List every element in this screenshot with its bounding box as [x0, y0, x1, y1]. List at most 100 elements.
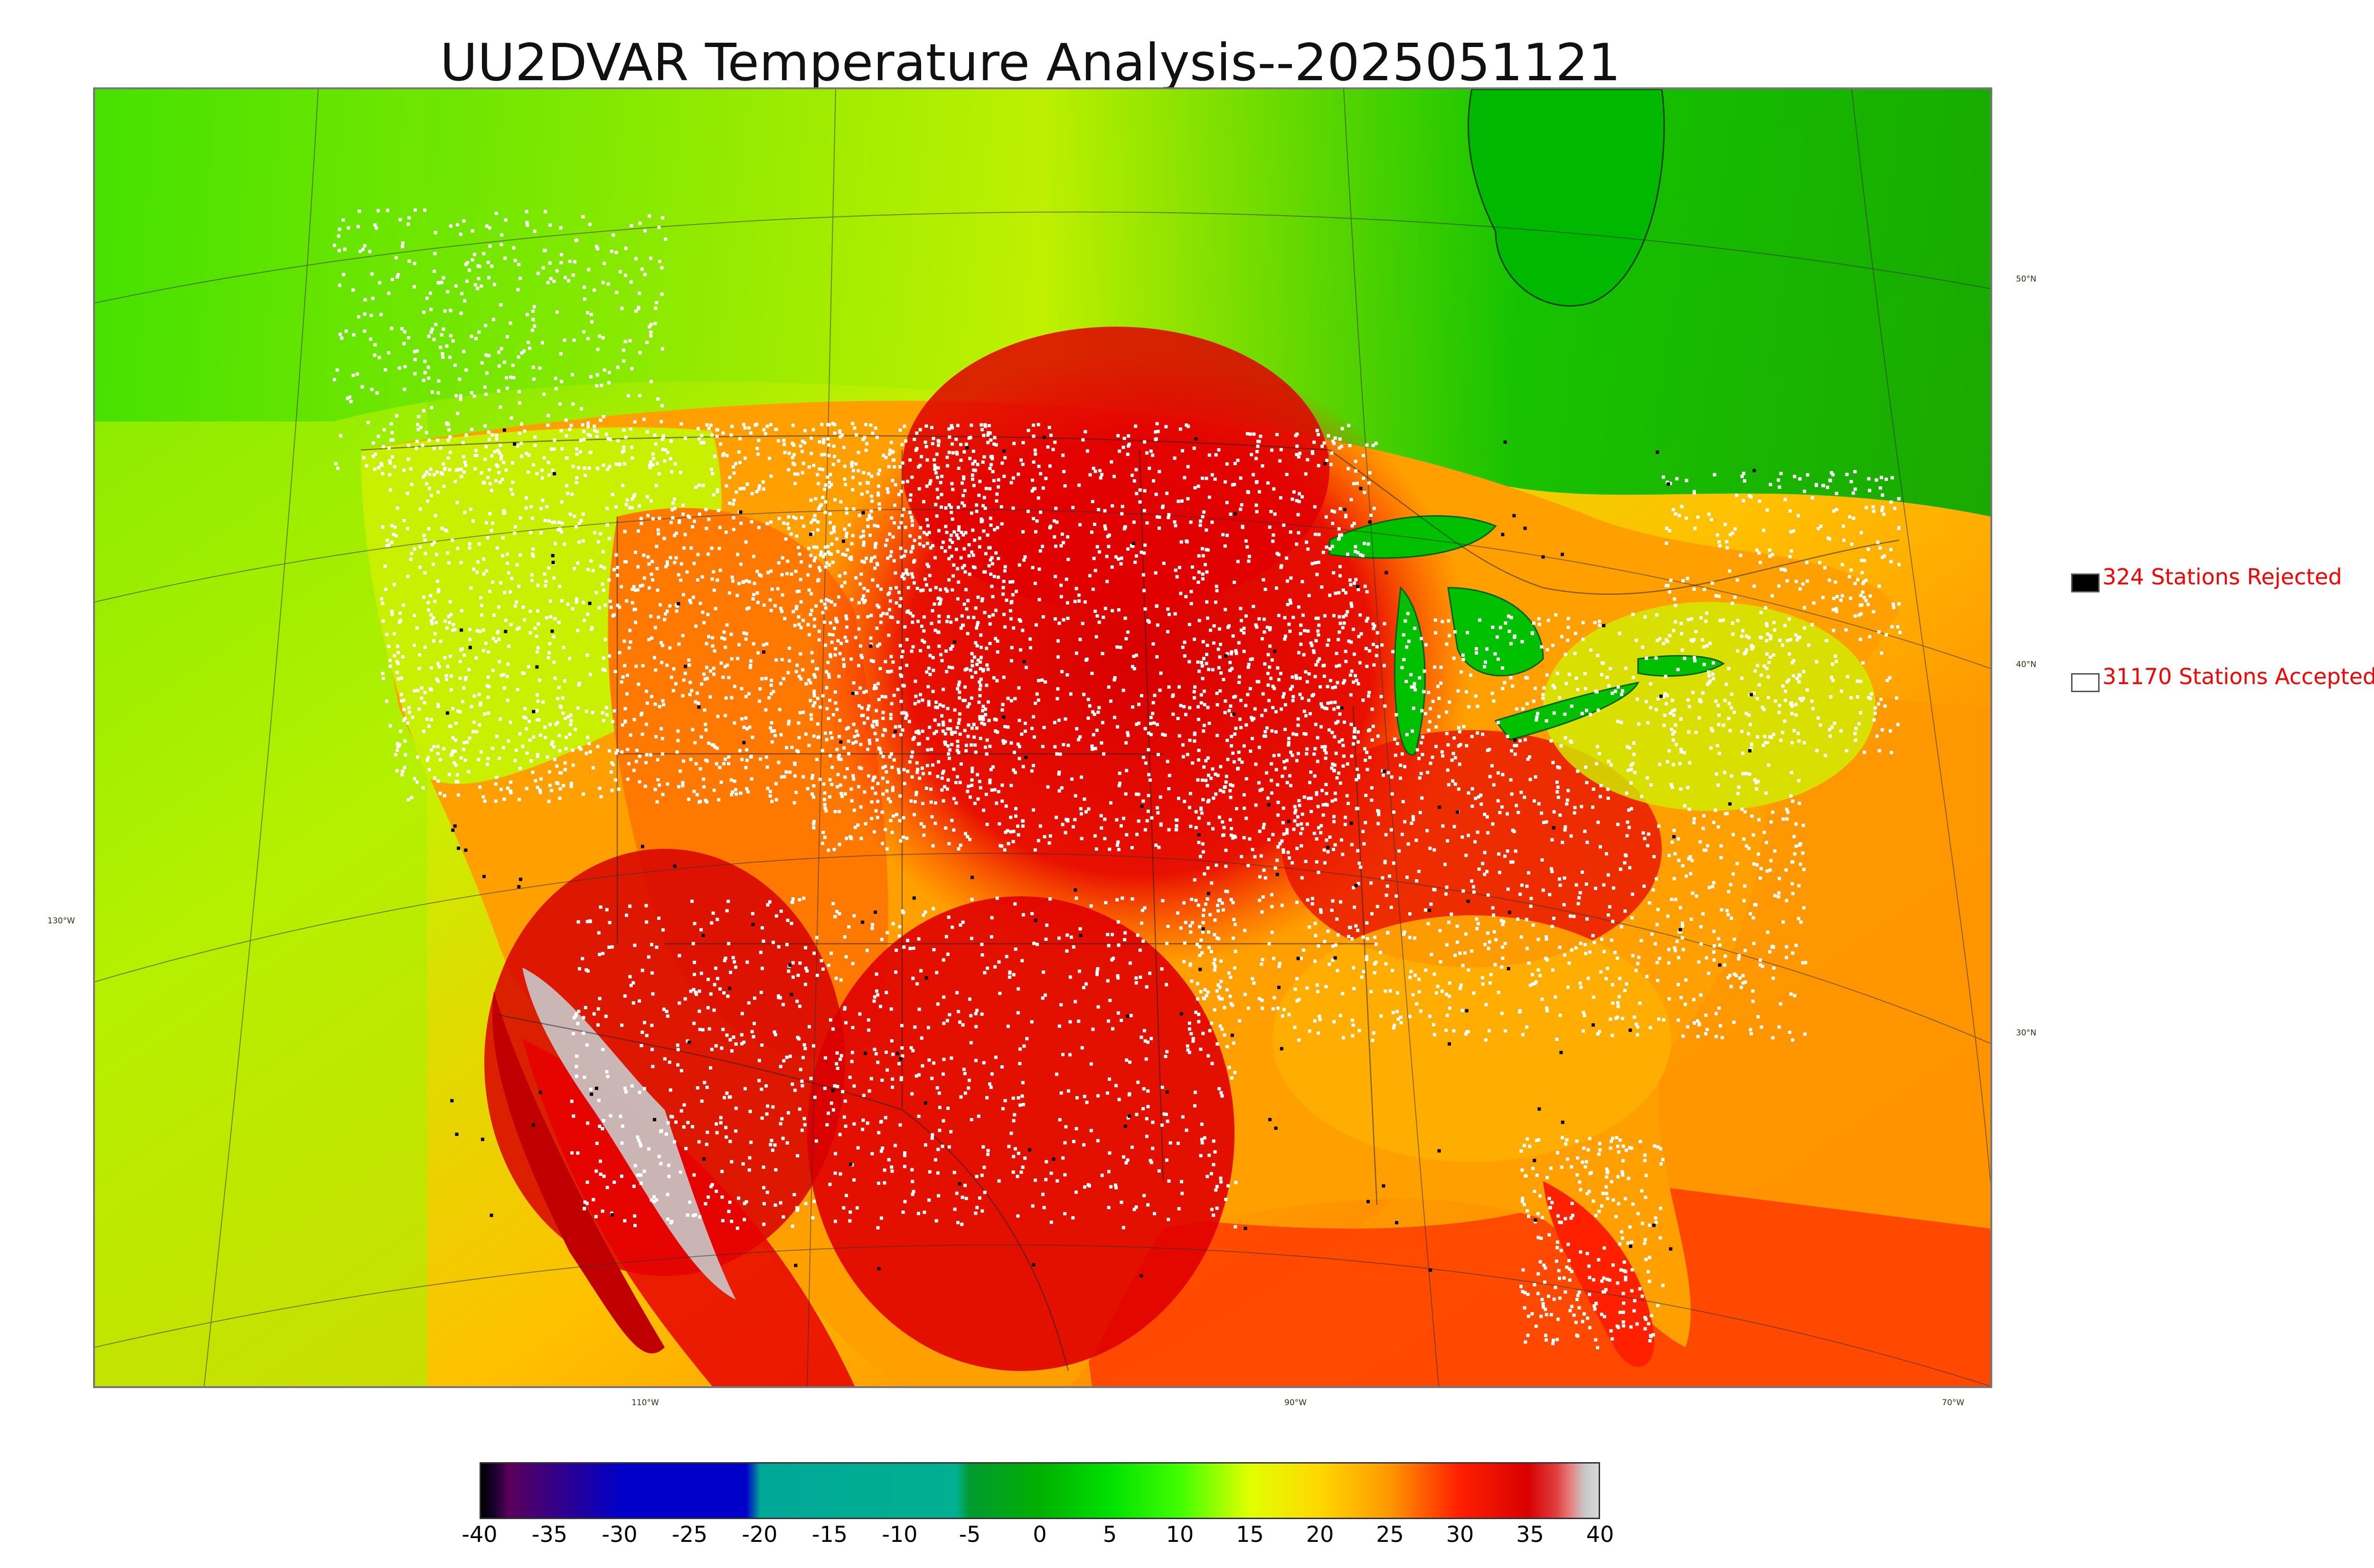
accepted-station [1567, 673, 1571, 676]
accepted-station [681, 694, 685, 698]
accepted-station [1191, 1037, 1195, 1041]
accepted-station [1331, 762, 1335, 766]
accepted-station [536, 646, 540, 649]
accepted-station [1600, 938, 1604, 941]
accepted-station [1061, 823, 1065, 826]
accepted-station [956, 597, 960, 601]
accepted-station [1239, 607, 1243, 610]
accepted-station [898, 465, 902, 469]
accepted-station [836, 550, 840, 554]
accepted-station [559, 771, 563, 775]
accepted-station [795, 605, 799, 609]
accepted-station [1085, 449, 1089, 453]
accepted-station [1001, 592, 1005, 596]
accepted-station [673, 561, 677, 564]
accepted-station [1499, 919, 1503, 922]
accepted-station [679, 422, 683, 426]
accepted-station [1244, 777, 1248, 780]
accepted-station [1771, 810, 1775, 814]
accepted-station [546, 423, 550, 427]
accepted-station [1307, 672, 1311, 676]
accepted-station [1127, 442, 1131, 446]
accepted-station [399, 619, 403, 622]
accepted-station [917, 732, 921, 735]
accepted-station [738, 437, 742, 441]
accepted-station [978, 779, 981, 783]
accepted-station [825, 1123, 829, 1127]
accepted-station [1400, 666, 1404, 669]
accepted-station [1477, 867, 1481, 871]
accepted-station [976, 462, 980, 466]
accepted-station [1523, 738, 1527, 742]
accepted-station [1793, 994, 1797, 997]
accepted-station [613, 670, 617, 674]
accepted-station [1194, 810, 1198, 814]
accepted-station [1421, 735, 1424, 739]
accepted-station [809, 713, 813, 717]
accepted-station [1031, 566, 1035, 570]
accepted-station [1503, 681, 1507, 685]
accepted-station [1080, 775, 1083, 779]
accepted-station [1535, 715, 1539, 719]
accepted-station [437, 665, 441, 668]
accepted-station [1792, 729, 1796, 732]
accepted-station [1271, 685, 1275, 688]
accepted-station [436, 745, 440, 749]
accepted-station [1712, 930, 1716, 933]
accepted-station [1433, 888, 1437, 892]
accepted-station [1240, 854, 1244, 858]
accepted-station [1725, 812, 1729, 816]
accepted-station [809, 681, 812, 685]
accepted-station [1717, 1006, 1721, 1010]
accepted-station [1676, 667, 1680, 671]
accepted-station [705, 800, 709, 804]
accepted-station [1065, 577, 1068, 581]
accepted-station [1295, 733, 1299, 736]
accepted-station [852, 507, 856, 511]
accepted-station [681, 512, 685, 516]
accepted-station [1092, 733, 1095, 737]
accepted-station [1399, 763, 1403, 767]
accepted-station [913, 813, 916, 817]
accepted-station [955, 775, 959, 779]
accepted-station [1366, 937, 1369, 940]
accepted-station [976, 658, 980, 662]
accepted-station [914, 730, 918, 734]
accepted-station [927, 645, 930, 649]
accepted-station [847, 752, 850, 756]
accepted-station [1124, 741, 1128, 745]
accepted-station [828, 698, 832, 702]
accepted-station [1359, 632, 1363, 636]
accepted-station [1545, 935, 1548, 939]
accepted-station [1446, 743, 1450, 747]
accepted-station [1197, 749, 1201, 752]
accepted-station [1564, 682, 1568, 685]
accepted-station [1753, 778, 1757, 782]
accepted-station [1749, 1028, 1752, 1032]
accepted-station [948, 538, 952, 542]
accepted-station [623, 707, 627, 711]
accepted-station [825, 686, 829, 690]
accepted-station [1591, 934, 1595, 938]
accepted-station [1010, 646, 1014, 649]
accepted-station [1074, 1000, 1077, 1004]
accepted-station [616, 439, 620, 443]
accepted-station [1314, 934, 1318, 938]
accepted-station [1188, 706, 1192, 710]
accepted-station [1213, 968, 1216, 972]
accepted-station [507, 571, 510, 575]
accepted-station [548, 723, 552, 726]
accepted-station [423, 691, 427, 695]
accepted-station [1750, 814, 1754, 818]
accepted-station [857, 469, 860, 473]
accepted-station [1596, 820, 1600, 824]
accepted-station [964, 749, 968, 753]
accepted-station [742, 423, 745, 426]
accepted-station [499, 717, 502, 721]
accepted-station [823, 791, 827, 795]
accepted-station [451, 707, 455, 711]
accepted-station [963, 668, 967, 672]
accepted-station [511, 492, 515, 496]
accepted-station [573, 567, 576, 570]
accepted-station [1147, 731, 1151, 735]
